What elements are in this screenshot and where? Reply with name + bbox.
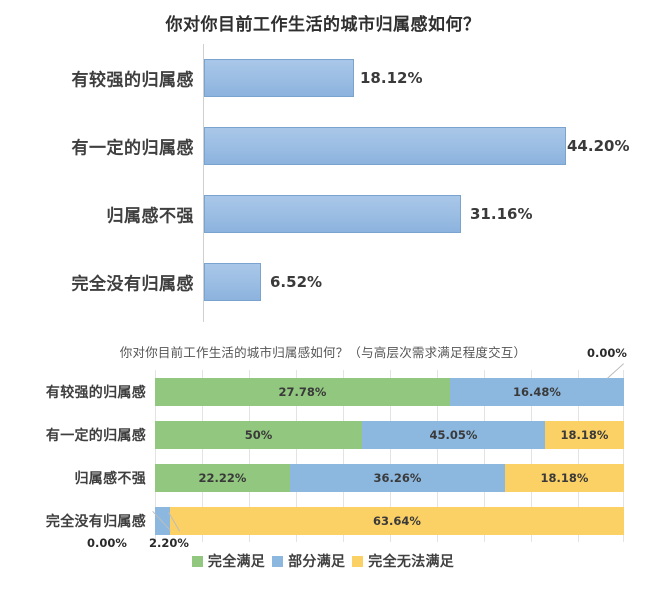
chart1-row-label: 有一定的归属感 [71,138,194,159]
chart2-gridline [578,370,579,542]
legend-label: 部分满足 [288,554,346,570]
legend-item-partly-satisfied[interactable]: 部分满足 [272,551,345,571]
chart2-segment-full-satisfied[interactable]: 27.78% [155,377,450,406]
chart1-bar[interactable] [204,263,261,301]
chart2-segment-partly-satisfied[interactable]: 45.05% [362,420,545,449]
chart2-gridline [437,370,438,542]
legend-item-full-satisfied[interactable]: 完全满足 [191,551,266,571]
chart2-row-label: 有一定的归属感 [45,427,146,444]
chart2-segment-partly-satisfied[interactable]: 16.48% [450,377,624,406]
chart2-title: 你对你目前工作生活的城市归属感如何？（与高层次需求满足程度交互） [119,345,527,360]
chart2-gridline [484,370,485,542]
chart2-row-label: 归属感不强 [74,470,146,487]
legend-swatch-icon [191,555,203,567]
chart2-segment-partly-satisfied[interactable]: 36.26% [290,463,505,492]
legend-label: 完全满足 [207,554,266,570]
chart2-gridline [155,370,156,542]
chart1-bar[interactable] [204,195,461,233]
legend-swatch-icon [272,555,284,567]
chart1-category-axis-line [203,44,204,322]
chart2-segment-full-satisfied[interactable]: 50% [155,420,362,449]
chart2-segment-not-satisfied[interactable]: 63.64% [170,506,624,535]
chart1-row: 完全没有归属感 6.52% [0,248,646,316]
chart1-value-label: 6.52% [270,273,323,291]
chart2-row: 有较强的归属感 27.78% 16.48% [46,370,624,413]
chart1-plot-area: 有较强的归属感 18.12% 有一定的归属感 44.20% 归属感不强 31.1… [0,44,646,324]
chart2-gridline [623,370,624,542]
chart2-row: 有一定的归属感 50% 45.05% 18.18% [46,413,624,456]
chart1-value-label: 31.16% [470,205,533,223]
legend-swatch-icon [352,555,364,567]
chart2-row-label: 有较强的归属感 [45,384,146,401]
chart2-callout-bottom-left: 0.00% [87,536,127,550]
chart2-gridline [343,370,344,542]
chart2-segment-not-satisfied[interactable]: 18.18% [505,463,624,492]
chart2-row: 归属感不强 22.22% 36.26% 18.18% [75,456,624,499]
chart1-row-label: 有较强的归属感 [71,70,194,91]
legend-label: 完全无法满足 [368,554,455,570]
chart2-gridline [296,370,297,542]
chart2-stacked-bar: 50% 45.05% 18.18% [155,420,624,449]
chart2-gridline [390,370,391,542]
chart2-gridline [249,370,250,542]
chart1-value-label: 18.12% [360,69,423,87]
chart2-legend: 完全满足 部分满足 完全无法满足 [0,551,646,571]
chart2-plot-area: 有较强的归属感 27.78% 16.48% 有一定的归属感 50% 45.05%… [46,346,627,550]
chart2-gridline [531,370,532,542]
chart1-row: 归属感不强 31.16% [0,180,646,248]
chart1-row-label: 完全没有归属感 [71,274,194,295]
chart2-stacked-bar: 22.22% 36.26% 18.18% [155,463,624,492]
chart2-callout-bottom-mid: 2.20% [149,536,189,550]
chart1-row: 有较强的归属感 18.12% [0,44,646,112]
legend-item-not-satisfied[interactable]: 完全无法满足 [352,551,454,571]
chart2-stacked-bar: 63.64% [155,506,624,535]
chart2-callout-top-right: 0.00% [587,346,627,360]
chart1-bar[interactable] [204,127,566,165]
chart2-segment-full-satisfied[interactable]: 22.22% [155,463,290,492]
chart1-title: 你对你目前工作生活的城市归属感如何？ [165,15,481,35]
chart2-segment-not-satisfied[interactable]: 18.18% [545,420,624,449]
chart2-gridline [202,370,203,542]
chart2-row-label: 完全没有归属感 [45,513,146,530]
chart1-value-label: 44.20% [567,137,630,155]
chart2-stacked-bar: 27.78% 16.48% [155,377,624,406]
chart1-row: 有一定的归属感 44.20% [0,112,646,180]
chart1-bar[interactable] [204,59,354,97]
chart2-row: 完全没有归属感 63.64% [46,499,624,542]
belonging-bar-chart: 你对你目前工作生活的城市归属感如何？ 有较强的归属感 18.12% 有一定的归属… [0,15,646,324]
chart1-row-label: 归属感不强 [106,206,194,227]
belonging-stacked-bar-chart: 你对你目前工作生活的城市归属感如何？（与高层次需求满足程度交互） 有较强的归属感… [0,332,646,589]
